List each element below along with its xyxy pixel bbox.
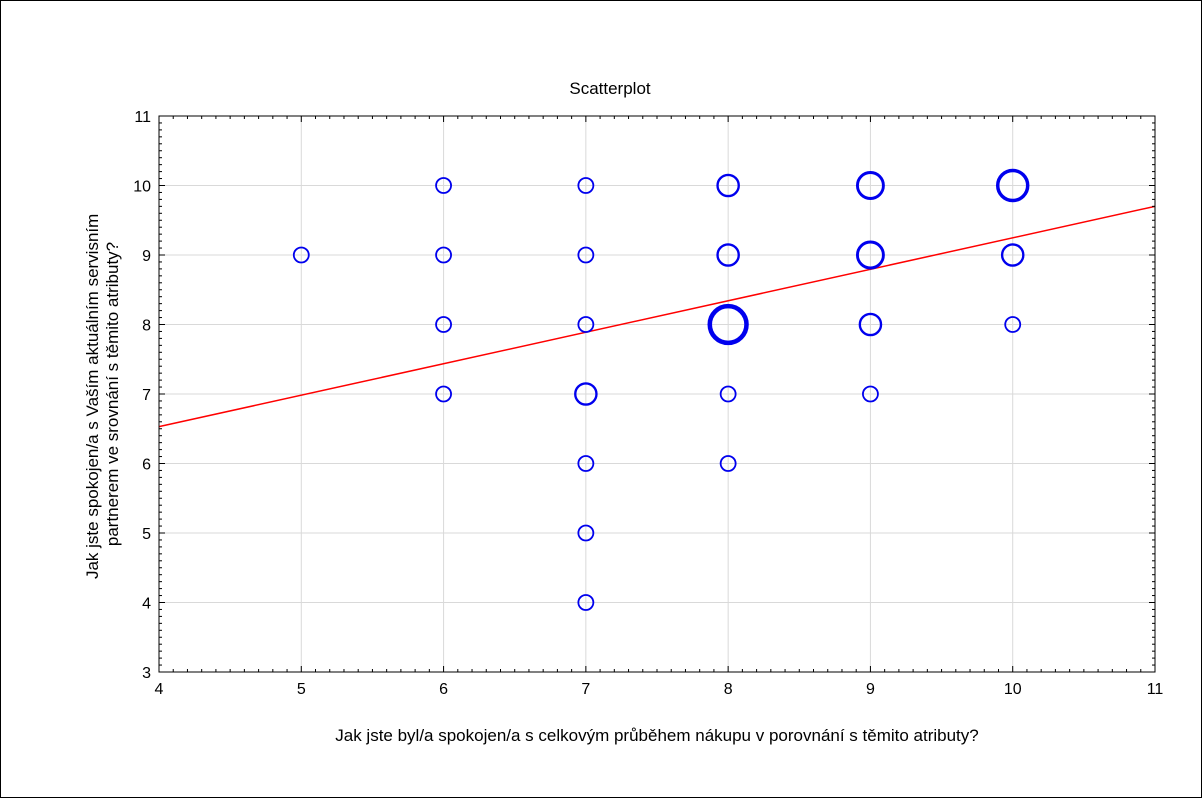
scatter-point xyxy=(435,316,452,333)
y-axis-title-line-1: Jak jste spokojen/a s Vaším aktuálním se… xyxy=(83,214,102,579)
x-tick-label: 8 xyxy=(724,681,733,698)
x-tick-label: 5 xyxy=(297,681,306,698)
scatter-point xyxy=(435,385,452,403)
scatter-point xyxy=(577,177,595,194)
scatter-point xyxy=(577,246,595,264)
ticks xyxy=(158,115,1156,673)
y-axis-title: Jak jste spokojen/a s Vaším aktuálním se… xyxy=(83,209,122,579)
y-tick-label: 11 xyxy=(134,109,151,126)
scatter-point xyxy=(574,382,598,406)
fit-line-layer xyxy=(158,205,1156,428)
grid xyxy=(159,116,1155,672)
regression-line xyxy=(158,205,1156,428)
y-axis-title-line-2: partnerem ve srovnání s těmito atributy? xyxy=(103,242,122,546)
scatter-point xyxy=(577,524,595,542)
scatter-point xyxy=(1004,316,1022,333)
x-tick-label: 4 xyxy=(155,681,164,698)
scatter-point xyxy=(435,177,452,194)
x-tick-label: 10 xyxy=(1004,681,1022,698)
points-layer xyxy=(292,168,1030,611)
y-axis-tick-labels: 3 4 5 6 7 8 9 10 11 xyxy=(133,109,151,682)
x-tick-label: 7 xyxy=(581,681,590,698)
scatter-point xyxy=(577,316,595,333)
y-tick-label: 6 xyxy=(142,457,151,474)
x-axis-tick-labels: 4 5 6 7 8 9 10 11 xyxy=(155,681,1164,698)
scatter-point xyxy=(995,168,1030,203)
scatter-point xyxy=(855,240,885,270)
y-tick-label: 7 xyxy=(142,387,151,404)
scatter-point xyxy=(716,243,740,267)
scatter-point xyxy=(858,312,883,337)
scatter-point xyxy=(435,246,452,264)
scatter-point xyxy=(716,173,740,198)
y-tick-label: 8 xyxy=(142,318,151,335)
x-tick-label: 11 xyxy=(1147,681,1164,698)
y-tick-label: 4 xyxy=(142,596,151,613)
y-tick-label: 5 xyxy=(142,526,151,543)
y-tick-label: 10 xyxy=(133,179,151,196)
y-tick-label: 9 xyxy=(142,248,151,265)
x-axis-title: Jak jste byl/a spokojen/a s celkovým prů… xyxy=(335,726,979,745)
scatter-point xyxy=(577,594,595,611)
chart-title: Scatterplot xyxy=(569,79,651,98)
x-tick-label: 9 xyxy=(866,681,875,698)
scatter-point xyxy=(719,455,737,472)
scatter-point xyxy=(707,303,749,346)
scatter-point xyxy=(292,246,310,264)
scatter-point xyxy=(855,171,885,200)
scatter-point xyxy=(577,455,595,472)
x-tick-label: 6 xyxy=(439,681,448,698)
scatter-point xyxy=(862,385,879,403)
y-tick-label: 3 xyxy=(142,665,151,682)
scatter-point xyxy=(1000,243,1025,267)
scatter-point xyxy=(719,385,737,403)
